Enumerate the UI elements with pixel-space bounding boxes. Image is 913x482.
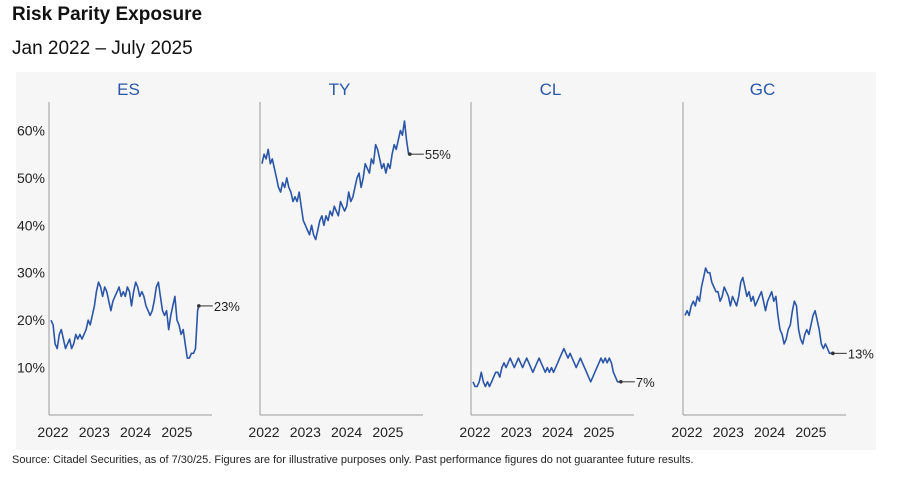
chart-subtitle: Jan 2022 – July 2025 [12, 38, 193, 59]
end-value-label: 55% [425, 147, 451, 162]
x-tick-label: 2024 [542, 424, 573, 440]
y-tick-label: 50% [17, 170, 45, 186]
end-value-label: 7% [636, 375, 655, 390]
x-tick-label: 2025 [583, 424, 614, 440]
y-tick-label: 40% [17, 217, 45, 233]
y-tick-label: 10% [17, 360, 45, 376]
x-tick-label: 2022 [459, 424, 490, 440]
x-tick-label: 2025 [161, 424, 192, 440]
series-line-ty [261, 120, 410, 241]
x-tick-label: 2023 [79, 424, 110, 440]
panel-title-es: ES [117, 80, 140, 99]
panel-title-ty: TY [329, 80, 351, 99]
x-tick-label: 2023 [501, 424, 532, 440]
panel-title-cl: CL [540, 80, 562, 99]
x-tick-label: 2025 [795, 424, 826, 440]
x-tick-label: 2023 [290, 424, 321, 440]
x-tick-label: 2024 [120, 424, 151, 440]
series-line-gc [684, 267, 833, 355]
panel-title-gc: GC [750, 80, 776, 99]
x-tick-label: 2022 [248, 424, 279, 440]
chart-title: Risk Parity Exposure [12, 4, 203, 25]
x-tick-label: 2022 [671, 424, 702, 440]
source-footnote: Source: Citadel Securities, as of 7/30/2… [12, 454, 694, 466]
x-tick-label: 2024 [331, 424, 362, 440]
x-tick-label: 2024 [754, 424, 785, 440]
series-line-cl [472, 347, 621, 388]
y-tick-label: 20% [17, 312, 45, 328]
end-value-label: 13% [848, 346, 874, 361]
x-tick-label: 2023 [713, 424, 744, 440]
end-value-label: 23% [214, 299, 240, 314]
x-tick-label: 2022 [37, 424, 68, 440]
y-tick-label: 60% [17, 122, 45, 138]
chart-background [16, 72, 876, 450]
series-line-es [50, 281, 200, 359]
x-tick-label: 2025 [372, 424, 403, 440]
y-tick-label: 30% [17, 265, 45, 281]
